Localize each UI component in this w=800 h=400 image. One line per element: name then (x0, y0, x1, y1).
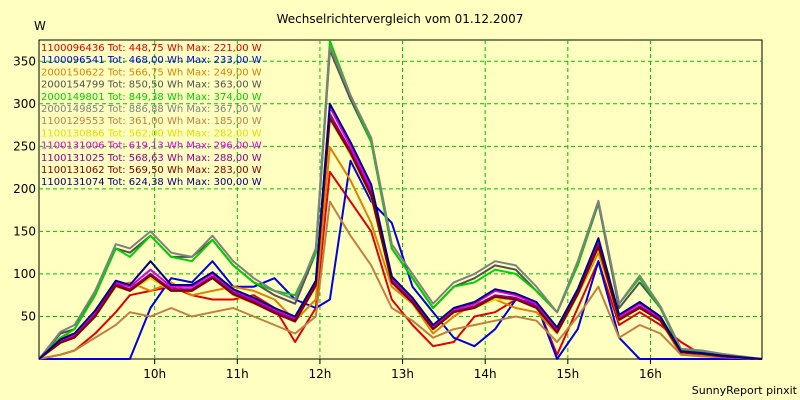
series-line (38, 170, 763, 360)
legend-entry: 1100096541 Tot: 468,00 Wh Max: 233,00 W (41, 55, 262, 66)
y-tick-label: 250 (13, 139, 36, 153)
grid (39, 40, 762, 359)
legend-entry: 2000150622 Tot: 566,75 Wh Max: 249,00 W (41, 67, 262, 78)
x-tick-label: 10h (143, 367, 166, 381)
legend-entry: 1100131062 Tot: 569,50 Wh Max: 283,00 W (41, 165, 262, 176)
legend-entry: 1100131006 Tot: 619,13 Wh Max: 296,00 W (41, 141, 262, 152)
x-tick-label: 11h (226, 367, 249, 381)
axes: 50 100 150 200 250 300 350 10h 11h 12h 13h 14h 15h 16… (13, 54, 662, 381)
legend-entry: 1100129553 Tot: 361,00 Wh Max: 185,00 W (41, 116, 262, 127)
series-line (38, 117, 763, 360)
legend-entry: 2000154799 Tot: 850,50 Wh Max: 363,00 W (41, 80, 262, 91)
series-group (38, 39, 763, 360)
x-tick-label: 14h (474, 367, 497, 381)
x-tick-label: 13h (391, 367, 414, 381)
y-tick-label: 100 (13, 267, 36, 281)
legend: 1100096436 Tot: 448,75 Wh Max: 221,00 W1… (41, 43, 262, 188)
chart-title: Wechselrichtervergleich vom 01.12.2007 (277, 12, 524, 26)
y-tick-label: 200 (13, 182, 36, 196)
legend-entry: 1100131074 Tot: 624,38 Wh Max: 300,00 W (41, 177, 262, 188)
x-tick-label: 16h (639, 367, 662, 381)
y-tick-label: 150 (13, 224, 36, 238)
x-tick-label: 12h (308, 367, 331, 381)
legend-entry: 2000149801 Tot: 849,38 Wh Max: 374,00 W (41, 92, 262, 103)
legend-entry: 1100131025 Tot: 568,63 Wh Max: 288,00 W (41, 153, 262, 164)
y-axis-label: W (34, 19, 46, 33)
y-tick-label: 300 (13, 97, 36, 111)
y-tick-label: 350 (13, 54, 36, 68)
series-line (38, 45, 763, 360)
legend-entry: 2000149852 Tot: 886,88 Wh Max: 367,00 W (41, 104, 262, 115)
legend-entry: 1100130866 Tot: 562,00 Wh Max: 282,00 W (41, 128, 262, 139)
series-line (38, 102, 763, 360)
x-tick-label: 15h (556, 367, 579, 381)
footer-credit: SunnyReport pinxit (692, 384, 798, 397)
y-tick-label: 50 (21, 309, 36, 323)
legend-entry: 1100096436 Tot: 448,75 Wh Max: 221,00 W (41, 43, 262, 54)
series-line (38, 200, 763, 360)
